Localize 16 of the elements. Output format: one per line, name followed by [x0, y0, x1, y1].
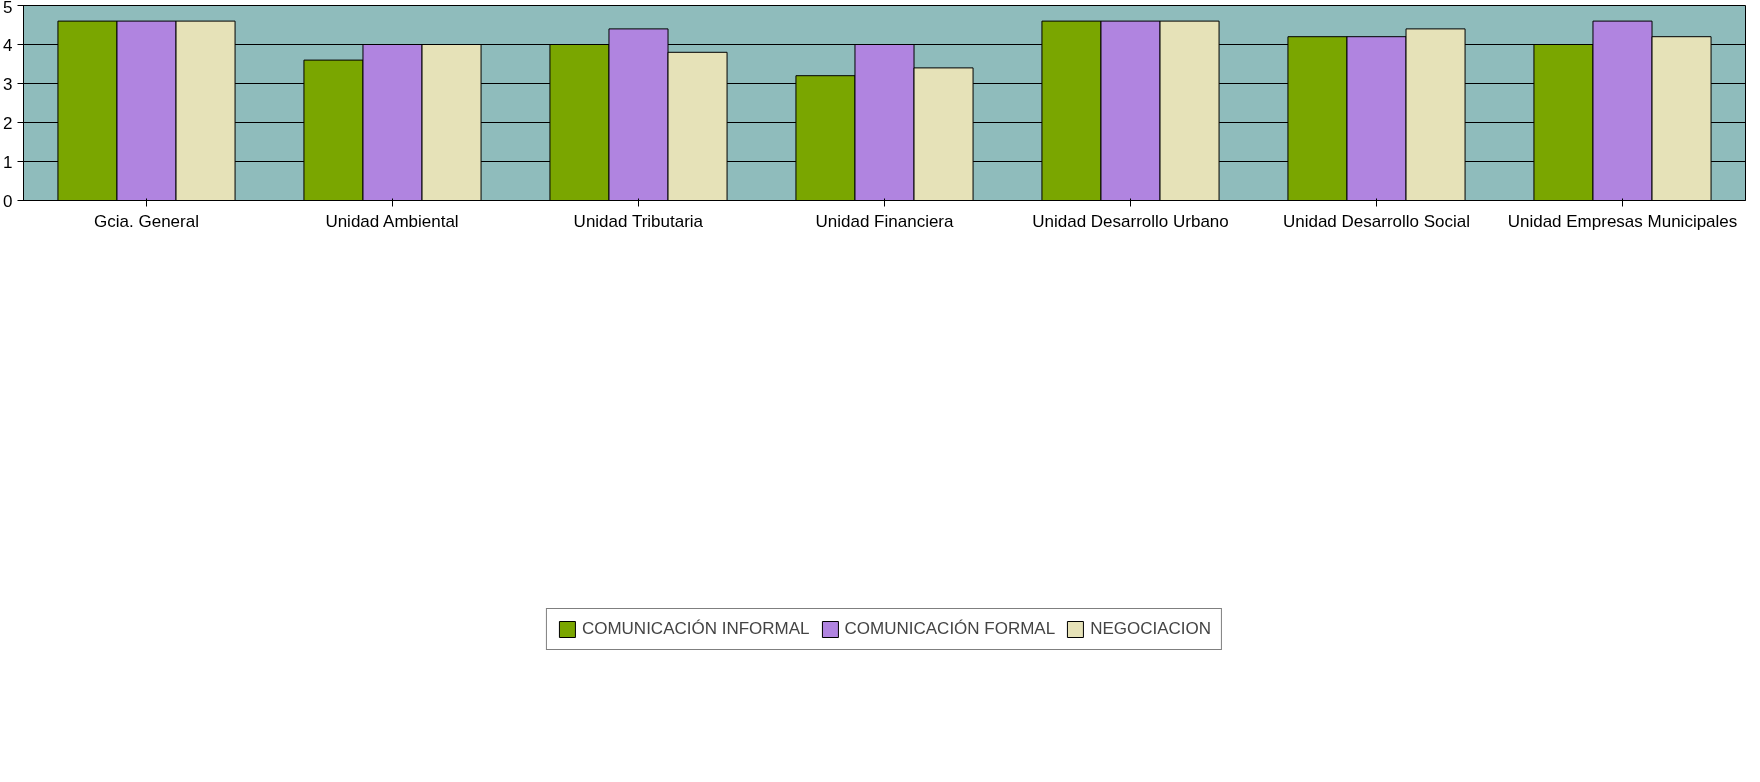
legend-label: COMUNICACIÓN INFORMAL	[581, 619, 810, 639]
x-tick-label: Gcia. General	[94, 211, 199, 231]
y-tick-label: 0	[3, 191, 13, 211]
y-tick-label: 1	[3, 152, 13, 172]
x-tick-label: Unidad Financiera	[815, 211, 955, 231]
y-tick-label: 2	[3, 113, 13, 133]
x-tick-label: Unidad Desarrollo Urbano	[1032, 211, 1229, 231]
y-tick-label: 5	[3, 0, 13, 17]
x-tick-label: Unidad Tributaria	[573, 211, 704, 231]
x-tick-label: Unidad Ambiental	[325, 211, 459, 231]
legend-label: COMUNICACIÓN FORMAL	[844, 619, 1056, 639]
x-tick-label: Unidad Desarrollo Social	[1282, 211, 1471, 231]
y-tick-label: 3	[3, 74, 13, 94]
x-tick-label: Unidad Empresas Municipales	[1507, 211, 1738, 231]
y-tick-label: 4	[3, 35, 13, 55]
legend-label: NEGOCIACION	[1090, 619, 1212, 639]
